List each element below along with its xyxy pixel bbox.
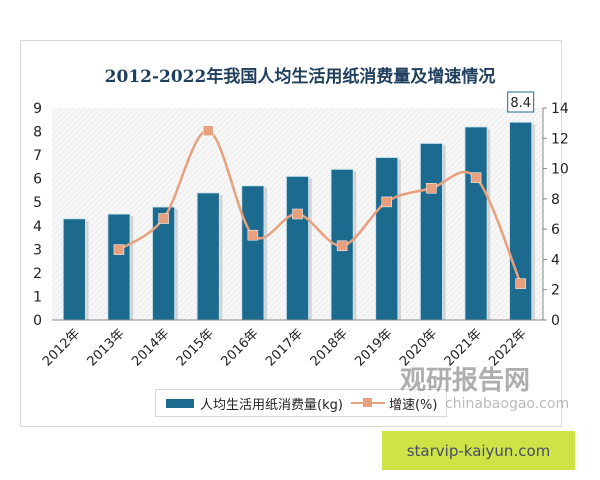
legend-bar-label: 人均生活用纸消费量(kg) (200, 397, 343, 413)
x-tick-label: 2015年 (174, 326, 217, 369)
x-tick-label: 2017年 (263, 326, 306, 369)
bar (151, 206, 176, 321)
bar (241, 185, 265, 321)
chart-title: 2012-2022年我国人均生活用纸消费量及增速情况 (104, 67, 496, 87)
bar (107, 213, 131, 321)
growth-marker (336, 240, 348, 252)
y2-tick-label: 0 (551, 313, 560, 329)
x-tick-label: 2019年 (352, 326, 395, 369)
y-tick-label: 8 (33, 125, 42, 141)
growth-marker (158, 213, 169, 224)
x-tick-label: 2018年 (308, 326, 351, 369)
bar (509, 121, 533, 321)
y2-tick-label: 14 (551, 101, 569, 117)
growth-marker (247, 229, 259, 241)
y-tick-label: 9 (33, 101, 42, 117)
growth-line (118, 129, 522, 285)
y-tick-label: 6 (33, 172, 42, 188)
legend: 人均生活用纸消费量(kg) 增速(%) (155, 389, 447, 417)
banner-link[interactable]: starvip-kaiyun.com (382, 431, 575, 470)
legend-line-label: 增速(%) (388, 397, 438, 413)
y-tick-label: 0 (33, 313, 42, 329)
y-tick-label: 1 (33, 289, 42, 305)
y2-tick-label: 10 (551, 162, 569, 178)
y-tick-label: 5 (33, 195, 42, 211)
growth-marker (426, 183, 437, 194)
bar (62, 218, 86, 321)
data-label-box (507, 91, 535, 113)
y-tick-label: 3 (33, 242, 42, 258)
bar (375, 156, 399, 321)
y2-tick-label: 6 (551, 222, 560, 238)
growth-marker (113, 244, 125, 255)
growth-marker (381, 196, 393, 208)
growth-marker (292, 208, 303, 220)
bar (285, 175, 310, 321)
data-label: 8.4 (510, 96, 531, 111)
x-tick-label: 2014年 (129, 326, 172, 369)
x-tick-label: 2013年 (85, 326, 128, 369)
growth-marker (470, 172, 482, 183)
bar (196, 192, 220, 321)
legend-bar-swatch (166, 398, 194, 408)
y-tick-label: 4 (33, 219, 42, 235)
growth-marker (515, 278, 526, 289)
x-tick-label: 2012年 (40, 326, 83, 369)
watermark-logo-text: 观研报告网 (400, 366, 531, 396)
growth-marker (202, 125, 214, 136)
y2-tick-label: 4 (551, 252, 560, 268)
y-tick-label: 2 (33, 266, 42, 282)
y-tick-label: 7 (33, 148, 42, 164)
bar (419, 142, 444, 321)
y2-tick-label: 2 (551, 283, 560, 299)
y2-tick-label: 8 (551, 192, 560, 208)
watermark-url: chinabaogao.com (445, 396, 570, 412)
bar (464, 126, 488, 321)
legend-line-swatch (350, 398, 385, 407)
x-tick-label: 2016年 (218, 326, 261, 369)
y2-tick-label: 12 (551, 131, 569, 147)
